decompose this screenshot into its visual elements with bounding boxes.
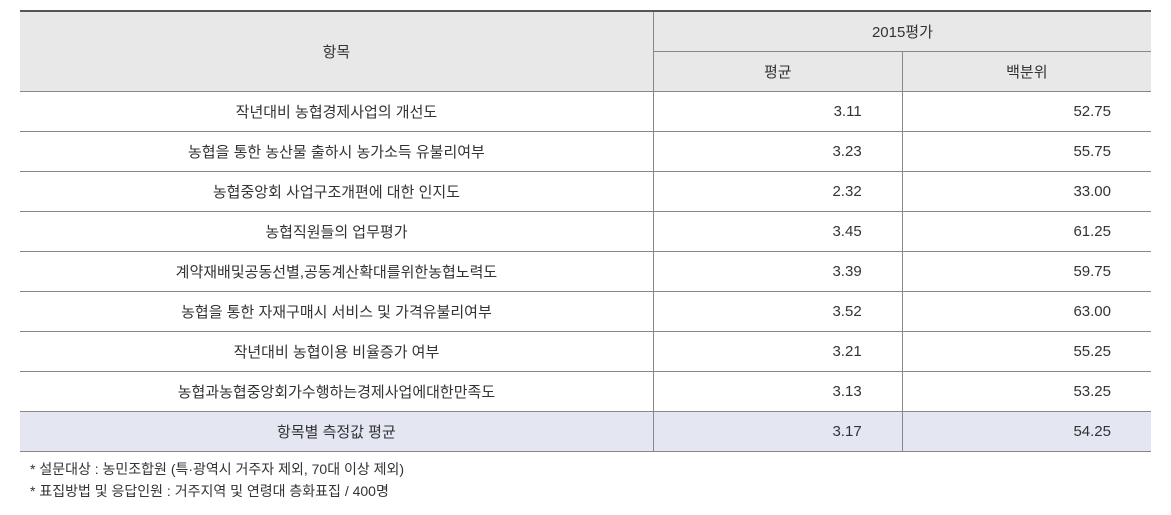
table-row: 계약재배및공동선별,공동계산확대를위한농협노력도 3.39 59.75 [20,252,1151,292]
header-year: 2015평가 [653,11,1151,52]
row-avg: 3.11 [653,92,902,132]
table-row: 농협을 통한 자재구매시 서비스 및 가격유불리여부 3.52 63.00 [20,292,1151,332]
row-item: 농협과농협중앙회가수행하는경제사업에대한만족도 [20,372,653,412]
row-pct: 53.25 [902,372,1151,412]
row-pct: 63.00 [902,292,1151,332]
evaluation-table: 항목 2015평가 평균 백분위 작년대비 농협경제사업의 개선도 3.11 5… [20,10,1151,452]
header-avg: 평균 [653,52,902,92]
header-item: 항목 [20,11,653,92]
table-row: 농협을 통한 농산물 출하시 농가소득 유불리여부 3.23 55.75 [20,132,1151,172]
table-row: 농협과농협중앙회가수행하는경제사업에대한만족도 3.13 53.25 [20,372,1151,412]
row-avg: 3.21 [653,332,902,372]
table-row: 작년대비 농협이용 비율증가 여부 3.21 55.25 [20,332,1151,372]
row-item: 농협을 통한 농산물 출하시 농가소득 유불리여부 [20,132,653,172]
row-pct: 33.00 [902,172,1151,212]
row-item: 농협을 통한 자재구매시 서비스 및 가격유불리여부 [20,292,653,332]
row-pct: 59.75 [902,252,1151,292]
row-pct: 55.75 [902,132,1151,172]
table-row: 농협직원들의 업무평가 3.45 61.25 [20,212,1151,252]
row-item: 농협중앙회 사업구조개편에 대한 인지도 [20,172,653,212]
header-pct: 백분위 [902,52,1151,92]
row-item: 작년대비 농협이용 비율증가 여부 [20,332,653,372]
row-pct: 52.75 [902,92,1151,132]
row-pct: 55.25 [902,332,1151,372]
table-row: 작년대비 농협경제사업의 개선도 3.11 52.75 [20,92,1151,132]
row-avg: 3.52 [653,292,902,332]
row-avg: 2.32 [653,172,902,212]
row-avg: 3.45 [653,212,902,252]
row-avg: 3.13 [653,372,902,412]
row-pct: 61.25 [902,212,1151,252]
footnotes: * 설문대상 : 농민조합원 (특·광역시 거주자 제외, 70대 이상 제외)… [20,458,1151,503]
row-item: 작년대비 농협경제사업의 개선도 [20,92,653,132]
footnote-line: * 표집방법 및 응답인원 : 거주지역 및 연령대 층화표집 / 400명 [30,480,1151,502]
row-avg: 3.39 [653,252,902,292]
footnote-line: * 설문대상 : 농민조합원 (특·광역시 거주자 제외, 70대 이상 제외) [30,458,1151,480]
summary-item: 항목별 측정값 평균 [20,412,653,452]
summary-row: 항목별 측정값 평균 3.17 54.25 [20,412,1151,452]
row-item: 농협직원들의 업무평가 [20,212,653,252]
row-avg: 3.23 [653,132,902,172]
row-item: 계약재배및공동선별,공동계산확대를위한농협노력도 [20,252,653,292]
summary-pct: 54.25 [902,412,1151,452]
table-row: 농협중앙회 사업구조개편에 대한 인지도 2.32 33.00 [20,172,1151,212]
summary-avg: 3.17 [653,412,902,452]
